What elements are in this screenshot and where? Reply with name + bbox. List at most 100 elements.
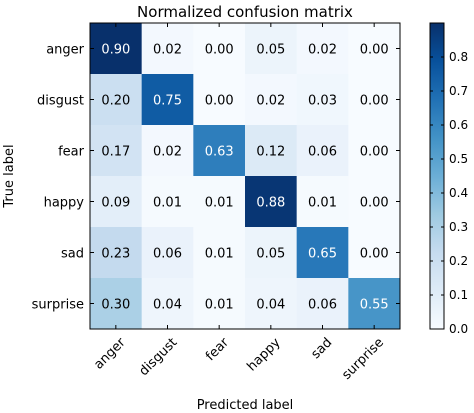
heatmap-cell — [296, 74, 349, 126]
y-tick-label: sad — [61, 247, 84, 262]
cell-value-label: 0.00 — [360, 196, 389, 211]
heatmap-cell — [141, 227, 194, 279]
x-tick-label: happy — [244, 335, 283, 374]
heatmap-cell — [348, 125, 401, 177]
cell-value-label: 0.06 — [308, 298, 337, 313]
cell-value-label: 0.30 — [101, 298, 130, 313]
cell-value-label: 0.00 — [360, 145, 389, 160]
cell-value-label: 0.00 — [205, 94, 234, 109]
cell-value-label: 0.20 — [101, 94, 130, 109]
x-tick-label: sad — [308, 335, 335, 362]
heatmap-cell — [348, 278, 401, 330]
heatmap-cell — [141, 74, 194, 126]
y-tick-label: anger — [46, 43, 84, 58]
heatmap-cell — [245, 278, 298, 330]
heatmap-cell — [193, 74, 246, 126]
cell-value-label: 0.01 — [205, 247, 234, 262]
cell-value-label: 0.02 — [308, 43, 337, 58]
cell-value-label: 0.17 — [101, 145, 130, 160]
cell-value-label: 0.00 — [360, 94, 389, 109]
colorbar-tick-label: 0.3 — [449, 220, 468, 234]
y-tick-label: disgust — [37, 94, 84, 109]
cell-value-label: 0.75 — [153, 94, 182, 109]
cell-value-label: 0.90 — [101, 43, 130, 58]
heatmap-cell — [348, 23, 401, 75]
chart-title: Normalized confusion matrix — [137, 3, 353, 21]
cell-value-label: 0.01 — [308, 196, 337, 211]
colorbar-tick-label: 0.0 — [449, 322, 468, 336]
colorbar-frame — [429, 22, 445, 330]
cell-value-label: 0.01 — [205, 298, 234, 313]
cell-value-label: 0.63 — [205, 145, 234, 160]
cell-value-label: 0.65 — [308, 247, 337, 262]
plot-frame — [89, 22, 401, 330]
cell-value-label: 0.00 — [205, 43, 234, 58]
heatmap-cell — [90, 227, 143, 279]
cell-value-label: 0.23 — [101, 247, 130, 262]
x-tick-label: disgust — [136, 335, 180, 379]
cell-value-label: 0.04 — [256, 298, 285, 313]
heatmap-cell — [141, 23, 194, 75]
cell-value-label: 0.55 — [360, 298, 389, 313]
heatmap-cell — [296, 125, 349, 177]
cell-value-label: 0.01 — [153, 196, 182, 211]
heatmap-cell — [348, 74, 401, 126]
x-axis-label: Predicted label — [197, 398, 294, 413]
cell-value-label: 0.02 — [256, 94, 285, 109]
colorbar-tick-label: 0.5 — [449, 152, 468, 166]
heatmap-cell — [245, 176, 298, 228]
heatmap-cell — [245, 227, 298, 279]
heatmap-cell — [90, 23, 143, 75]
colorbar-tick-label: 0.7 — [449, 84, 468, 98]
heatmap-cell — [90, 125, 143, 177]
cell-value-label: 0.12 — [256, 145, 285, 160]
cell-value-label: 0.09 — [101, 196, 130, 211]
colorbar-tick-label: 0.8 — [449, 50, 468, 64]
heatmap-cells: 0.90 0.02 0.00 0.05 0.02 0.00 0.20 0.75 0.00 0.02… — [90, 23, 401, 330]
cell-value-label: 0.04 — [153, 298, 182, 313]
cell-value-label: 0.00 — [360, 247, 389, 262]
heatmap-cell — [90, 278, 143, 330]
cell-value-label: 0.02 — [153, 43, 182, 58]
heatmap-cell — [193, 23, 246, 75]
heatmap-cell — [296, 23, 349, 75]
heatmap-cell — [90, 74, 143, 126]
cell-value-label: 0.03 — [308, 94, 337, 109]
colorbar: 0.0 0.1 0.2 0.3 0.4 0.5 0.6 0.7 0.8 — [429, 22, 468, 336]
heatmap-cell — [245, 125, 298, 177]
cell-value-label: 0.05 — [256, 43, 285, 58]
cell-value-label: 0.02 — [153, 145, 182, 160]
heatmap-cell — [296, 227, 349, 279]
heatmap-cell — [193, 176, 246, 228]
x-tick-label: anger — [91, 335, 129, 373]
heatmap-cell — [348, 227, 401, 279]
y-tick-label: happy — [44, 196, 85, 211]
heatmap-cell — [141, 176, 194, 228]
y-tick-labels: anger disgust fear happy sad surprise — [32, 43, 400, 313]
y-tick-label: surprise — [32, 298, 84, 313]
heatmap-cell — [296, 278, 349, 330]
x-tick-label: fear — [203, 335, 232, 364]
y-axis-label: True label — [2, 144, 17, 208]
cell-value-label: 0.00 — [360, 43, 389, 58]
heatmap-cell — [348, 176, 401, 228]
colorbar-tick-label: 0.4 — [449, 186, 468, 200]
heatmap-cell — [141, 278, 194, 330]
heatmap-cell — [296, 176, 349, 228]
heatmap-cell — [193, 278, 246, 330]
heatmap-cell — [141, 125, 194, 177]
cell-value-label: 0.01 — [205, 196, 234, 211]
colorbar-tick-label: 0.2 — [449, 254, 468, 268]
cell-value-label: 0.06 — [308, 145, 337, 160]
colorbar-tick-label: 0.1 — [449, 288, 468, 302]
cell-value-label: 0.05 — [256, 247, 285, 262]
heatmap-cell — [245, 74, 298, 126]
colorbar-tick-label: 0.6 — [449, 118, 468, 132]
y-tick-label: fear — [58, 145, 85, 160]
heatmap-cell — [193, 227, 246, 279]
cell-value-label: 0.06 — [153, 247, 182, 262]
heatmap-cell — [193, 125, 246, 177]
heatmap-cell — [90, 176, 143, 228]
x-tick-label: surprise — [339, 335, 387, 383]
